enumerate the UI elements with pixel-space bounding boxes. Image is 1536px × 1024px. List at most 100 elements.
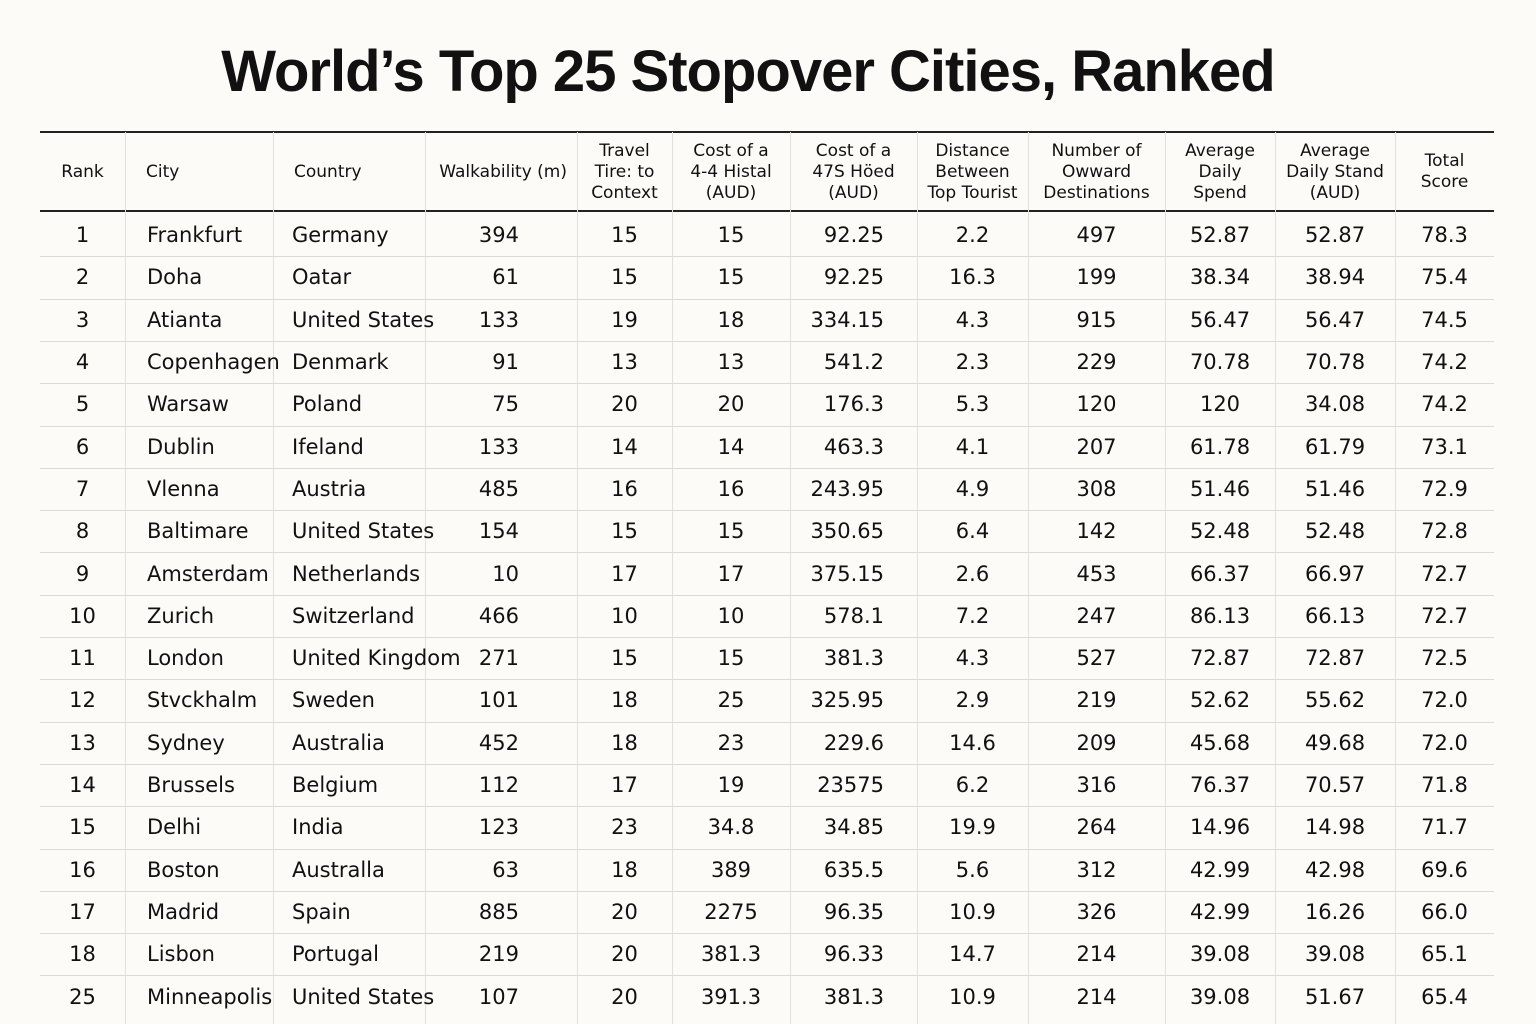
- table-cell: 326: [1076, 899, 1117, 924]
- table-cell: 42.99: [1189, 899, 1251, 924]
- column-header: Rank: [40, 135, 125, 209]
- table-cell: 18: [611, 857, 638, 882]
- table-cell: 264: [1076, 815, 1117, 840]
- city: Lisbon: [147, 942, 215, 967]
- table-cell: 56.47: [1189, 307, 1251, 332]
- table-cell: 63: [492, 857, 519, 882]
- column-divider: [273, 132, 274, 1024]
- table-cell: 72.0: [1421, 730, 1468, 755]
- row-divider: [40, 552, 1494, 554]
- table-cell: 7.2: [955, 603, 990, 628]
- country: Ifeland: [292, 434, 364, 459]
- header-line: Country: [294, 161, 362, 182]
- table-cell: 142: [1076, 519, 1117, 544]
- country: Australia: [292, 730, 385, 755]
- header-line: Total: [1424, 151, 1465, 171]
- city: Minneapolis: [147, 984, 273, 1009]
- column-divider: [1395, 132, 1396, 1024]
- table-cell: 14: [611, 434, 638, 459]
- table-cell: 6.4: [955, 519, 990, 544]
- country: Netherlands: [292, 561, 421, 586]
- city: Delhi: [147, 815, 202, 840]
- table-cell: 20: [611, 942, 638, 967]
- table-cell: 11: [69, 646, 96, 671]
- city: Doha: [147, 265, 203, 290]
- table-cell: 229: [1076, 350, 1117, 375]
- header-line: Walkability (m): [439, 161, 567, 182]
- table-cell: 14.7: [949, 942, 996, 967]
- table-cell: 52.48: [1189, 519, 1251, 544]
- table-cell: 123: [478, 815, 519, 840]
- table-cell: 17: [611, 773, 638, 798]
- table-cell: 14.96: [1189, 815, 1251, 840]
- row-divider: [40, 594, 1494, 596]
- table-cell: 15: [717, 223, 745, 248]
- table-cell: 20: [611, 392, 638, 417]
- table-cell: 466: [478, 603, 519, 628]
- table-cell: 96.35: [823, 899, 884, 924]
- column-header: Average Daily Spend: [1165, 135, 1275, 209]
- column-header: Average Daily Stand (AUD): [1275, 135, 1395, 209]
- table-cell: 391.3: [700, 984, 762, 1009]
- table-cell: 51.46: [1304, 476, 1366, 501]
- column-header: Travel Tire: to Context: [577, 135, 672, 209]
- table-cell: 13: [717, 350, 745, 375]
- table-cell: 17: [69, 899, 96, 924]
- table-cell: 51.67: [1304, 984, 1366, 1009]
- table-cell: 375.15: [810, 561, 884, 586]
- table-cell: 16.26: [1304, 899, 1366, 924]
- table-cell: 14: [717, 434, 745, 459]
- table-cell: 23: [717, 730, 745, 755]
- table-cell: 15: [611, 519, 638, 544]
- table-cell: 55.62: [1304, 688, 1366, 713]
- table-cell: 5.3: [955, 392, 990, 417]
- table-cell: 45.68: [1189, 730, 1251, 755]
- header-line: Distance: [935, 140, 1010, 161]
- table-cell: 485: [478, 476, 519, 501]
- table-cell: 76.37: [1189, 773, 1251, 798]
- table-cell: 69.6: [1421, 857, 1468, 882]
- column-divider: [125, 132, 126, 1024]
- city: Copenhagen: [147, 350, 280, 375]
- country: Sweden: [292, 688, 375, 713]
- country: Switzerland: [292, 603, 415, 628]
- table-cell: 61: [492, 265, 519, 290]
- header-line: Number of: [1051, 140, 1142, 161]
- table-cell: 381.3: [823, 984, 884, 1009]
- row-divider: [40, 510, 1494, 512]
- column-header: City: [125, 135, 273, 209]
- table-cell: 72.7: [1421, 603, 1468, 628]
- table-cell: 19: [611, 307, 638, 332]
- table-cell: 16: [611, 476, 638, 501]
- column-header: Cost of a 4-4 Histal (AUD): [672, 135, 790, 209]
- city: London: [147, 646, 224, 671]
- table-cell: 73.1: [1421, 434, 1468, 459]
- table-cell: 42.98: [1304, 857, 1366, 882]
- table-cell: 453: [1076, 561, 1117, 586]
- table-cell: 389: [710, 857, 752, 882]
- city: Frankfurt: [147, 223, 243, 248]
- table-cell: 10: [611, 603, 638, 628]
- table-cell: 42.99: [1189, 857, 1251, 882]
- table-cell: 209: [1076, 730, 1117, 755]
- table-cell: 541.2: [823, 350, 884, 375]
- table-cell: 15: [611, 646, 638, 671]
- table-cell: 1: [75, 223, 90, 248]
- header-line: Destinations: [1043, 182, 1150, 203]
- column-divider: [425, 132, 426, 1024]
- table-cell: 72.87: [1304, 646, 1366, 671]
- table-cell: 154: [478, 519, 519, 544]
- column-header: Cost of a 47S Höed (AUD): [790, 135, 917, 209]
- table-cell: 101: [478, 688, 519, 713]
- table-cell: 463.3: [823, 434, 884, 459]
- column-header: Distance Between Top Tourist: [917, 135, 1028, 209]
- header-line: Owward: [1061, 161, 1132, 182]
- table-cell: 20: [611, 899, 638, 924]
- table-cell: 214: [1076, 984, 1117, 1009]
- column-divider: [1028, 132, 1029, 1024]
- country: United States: [292, 519, 435, 544]
- table-cell: 2: [75, 265, 90, 290]
- header-rule: [40, 210, 1494, 212]
- table-cell: 2.2: [955, 223, 990, 248]
- table-cell: 70.78: [1304, 350, 1366, 375]
